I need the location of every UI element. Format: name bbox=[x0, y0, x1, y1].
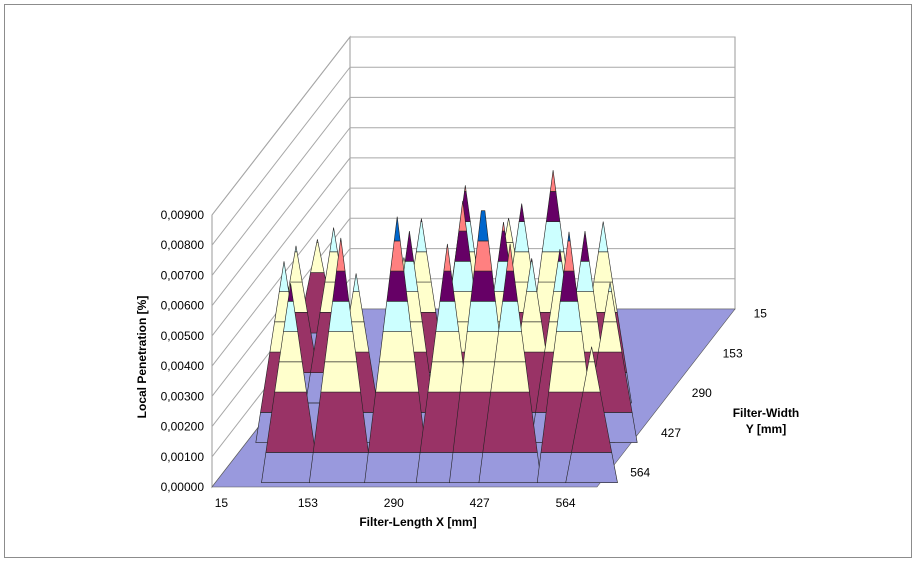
gridline bbox=[211, 36, 735, 216]
surface-band bbox=[352, 273, 360, 292]
surface-band bbox=[379, 331, 416, 363]
surface-band bbox=[274, 361, 307, 393]
surface-band bbox=[287, 283, 294, 302]
axis-ticks: 0,00000 0,00100 0,00200 0,00300 0,00400 0,005… bbox=[161, 208, 768, 510]
surface-band bbox=[556, 300, 583, 332]
z-tick-label: 0,00300 bbox=[161, 389, 205, 403]
z-tick-label: 0,00200 bbox=[161, 420, 205, 434]
z-axis-title: Local Penetration [%] bbox=[135, 296, 149, 419]
z-tick-label: 0,00900 bbox=[161, 208, 205, 222]
surface-band bbox=[443, 243, 452, 272]
surface-band bbox=[541, 221, 565, 253]
z-tick-label: 0,00100 bbox=[161, 450, 205, 464]
surface-band bbox=[498, 300, 522, 332]
gridline bbox=[211, 187, 735, 367]
surface-band bbox=[567, 231, 571, 242]
surface-band bbox=[404, 231, 415, 262]
x-tick-label: 564 bbox=[556, 496, 576, 510]
gridline bbox=[211, 157, 735, 337]
surface-band bbox=[608, 282, 612, 292]
z-tick-label: 0,00600 bbox=[161, 299, 205, 313]
surface-band bbox=[548, 361, 590, 393]
surface-band bbox=[598, 221, 609, 253]
surface-band bbox=[588, 346, 595, 363]
surface-peak bbox=[478, 243, 542, 484]
gridline bbox=[211, 217, 735, 397]
surface-band bbox=[265, 391, 316, 453]
surface-band bbox=[316, 239, 319, 243]
y-axis-title-line1: Filter-Width bbox=[733, 406, 800, 420]
surface-peak bbox=[364, 216, 431, 484]
surface-band bbox=[464, 185, 467, 192]
surface-band bbox=[324, 331, 358, 363]
z-tick-label: 0,00800 bbox=[161, 238, 205, 252]
surface-peak bbox=[565, 346, 618, 484]
surface-band bbox=[278, 261, 290, 292]
surface-band bbox=[530, 258, 533, 262]
surface-band bbox=[375, 361, 420, 393]
gridline bbox=[211, 96, 735, 276]
surface-band bbox=[312, 391, 369, 453]
x-axis-title: Filter-Length X [mm] bbox=[359, 515, 476, 529]
surface-band bbox=[482, 391, 538, 453]
chart-frame bbox=[4, 4, 912, 558]
surface-band bbox=[506, 243, 514, 272]
y-tick-label: 15 bbox=[754, 306, 768, 320]
surface-band bbox=[450, 260, 475, 292]
y-tick-label: 564 bbox=[630, 466, 650, 480]
gridline bbox=[211, 127, 735, 307]
surface-band bbox=[549, 170, 557, 192]
surface-band bbox=[470, 270, 496, 302]
x-tick-label: 153 bbox=[298, 496, 318, 510]
y-axis-title-line2: Y [mm] bbox=[746, 422, 786, 436]
surface-band bbox=[580, 231, 590, 262]
surface-band bbox=[294, 245, 298, 253]
surface-band bbox=[518, 203, 525, 222]
surface-band bbox=[278, 331, 303, 363]
z-tick-label: 0,00500 bbox=[161, 329, 205, 343]
surface-band bbox=[458, 200, 467, 232]
surface-band bbox=[308, 452, 373, 484]
z-tick-label: 0,00700 bbox=[161, 268, 205, 282]
surface-band bbox=[503, 218, 514, 243]
surface-band bbox=[478, 452, 542, 484]
surface-band bbox=[320, 361, 361, 393]
surface-band bbox=[382, 300, 412, 332]
x-tick-label: 290 bbox=[384, 496, 404, 510]
surface-band bbox=[490, 361, 530, 393]
surface-band bbox=[386, 270, 408, 302]
surface-band bbox=[501, 221, 506, 232]
surface-band bbox=[431, 331, 464, 363]
z-tick-label: 0,00400 bbox=[161, 359, 205, 373]
surface-band bbox=[435, 300, 460, 332]
y-tick-label: 290 bbox=[692, 386, 712, 400]
x-tick-label: 427 bbox=[470, 496, 490, 510]
surface-band bbox=[340, 237, 342, 242]
surface-peak bbox=[308, 237, 373, 484]
surface-band bbox=[557, 249, 563, 262]
surface-band bbox=[329, 227, 338, 253]
surface-band bbox=[552, 331, 586, 363]
surface-plot bbox=[255, 170, 638, 484]
surface-band bbox=[367, 391, 427, 453]
surface-band bbox=[565, 452, 618, 484]
surface-band bbox=[420, 218, 423, 222]
surface-band bbox=[393, 216, 401, 242]
surface-band bbox=[494, 331, 526, 363]
surface-band bbox=[477, 210, 489, 242]
surface-band bbox=[466, 300, 500, 332]
z-tick-label: 0,00000 bbox=[161, 480, 205, 494]
surface-peak bbox=[261, 283, 321, 484]
surface-band bbox=[328, 300, 354, 332]
x-tick-label: 15 bbox=[215, 496, 229, 510]
gridline bbox=[211, 66, 735, 246]
y-tick-label: 153 bbox=[723, 346, 743, 360]
y-tick-label: 427 bbox=[661, 426, 681, 440]
